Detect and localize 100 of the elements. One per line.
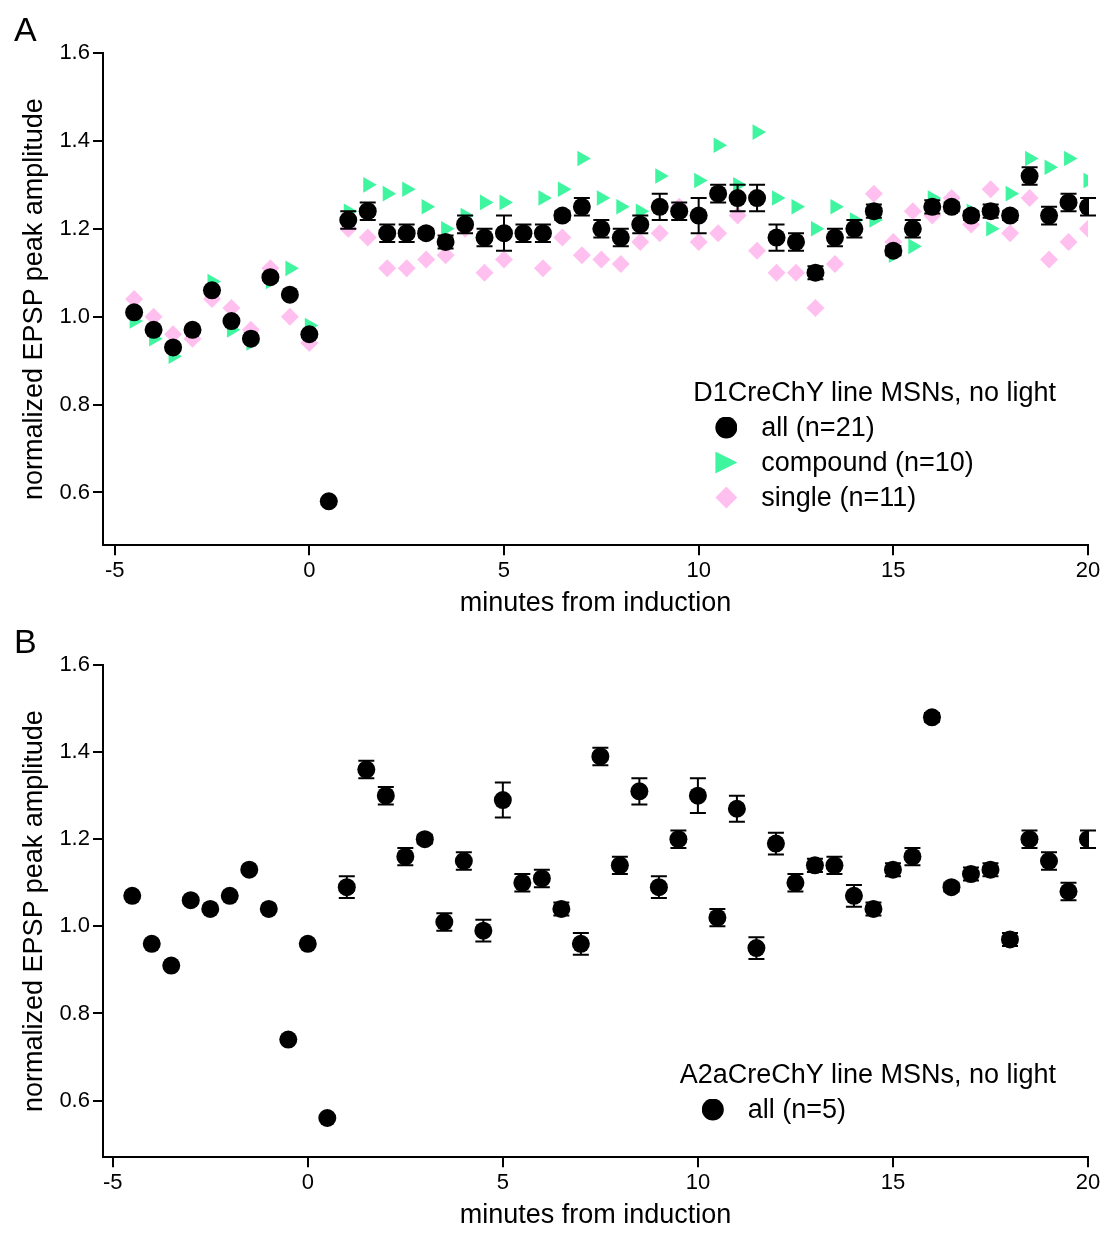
point <box>553 228 572 247</box>
point <box>806 298 825 317</box>
point <box>363 177 377 193</box>
point <box>767 263 786 282</box>
legend-title: A2aCreChY line MSNs, no light <box>679 1058 1056 1091</box>
y-tick-label: 1.6 <box>59 39 90 65</box>
point <box>499 194 513 211</box>
point <box>1001 224 1020 243</box>
point <box>825 254 844 273</box>
point <box>1064 150 1078 167</box>
point <box>748 241 767 260</box>
point <box>864 184 883 203</box>
y-axis-title: normalized EPSP peak amplitude <box>17 710 48 1112</box>
y-tick-label: 0.8 <box>59 999 90 1025</box>
point <box>378 259 397 278</box>
point <box>908 238 922 255</box>
y-tick-label: 1.2 <box>59 825 90 851</box>
point <box>791 199 805 215</box>
point <box>577 150 591 167</box>
point <box>261 268 280 287</box>
legend-label: all (n=5) <box>747 1093 847 1126</box>
point <box>421 199 436 215</box>
x-tick-label: 20 <box>1075 1169 1101 1195</box>
point <box>1005 185 1020 202</box>
point <box>1020 189 1039 208</box>
point <box>557 181 572 198</box>
point <box>164 338 183 357</box>
x-tick-label: 20 <box>1075 557 1101 583</box>
point <box>123 886 142 905</box>
x-axis-title: minutes from induction <box>459 587 732 618</box>
y-tick-label: 0.6 <box>59 478 90 504</box>
point <box>655 168 669 184</box>
point <box>495 250 513 269</box>
point <box>220 886 239 905</box>
point <box>279 1030 298 1049</box>
point <box>475 263 494 282</box>
y-axis-title: normalized EPSP peak amplitude <box>17 98 48 500</box>
y-tick-label: 1.4 <box>59 126 90 152</box>
point <box>417 250 436 269</box>
point <box>810 220 825 237</box>
point <box>986 220 1000 237</box>
point <box>616 199 630 215</box>
point <box>240 860 259 879</box>
point <box>397 259 416 278</box>
point <box>319 492 338 511</box>
point <box>538 190 552 206</box>
text: B <box>14 622 37 661</box>
point <box>181 891 200 910</box>
point <box>830 199 844 215</box>
point <box>358 228 377 247</box>
point <box>689 232 708 251</box>
point <box>280 307 299 326</box>
point <box>981 180 1000 199</box>
point <box>1025 150 1039 167</box>
y-tick-label: 0.6 <box>59 1086 90 1112</box>
legend-title: D1CreChY line MSNs, no light <box>693 376 1056 409</box>
point <box>259 899 278 918</box>
point <box>125 303 144 322</box>
point <box>533 259 552 278</box>
point <box>709 224 728 243</box>
point <box>611 254 630 273</box>
point <box>382 185 397 202</box>
point <box>201 899 220 918</box>
point <box>631 232 650 251</box>
point <box>203 281 221 300</box>
x-tick-label: 15 <box>880 1169 906 1195</box>
y-tick-label: 1.6 <box>59 651 90 677</box>
x-tick-label: 5 <box>497 557 511 583</box>
x-tick-label: 10 <box>685 1169 711 1195</box>
point <box>300 325 319 344</box>
legend-label: all (n=21) <box>761 411 875 444</box>
point <box>162 956 181 975</box>
point <box>713 137 728 154</box>
x-axis-title: minutes from induction <box>459 1199 732 1230</box>
x-tick-label: 0 <box>303 557 316 583</box>
x-tick-label: 10 <box>686 557 711 583</box>
point <box>694 172 708 189</box>
point <box>772 190 786 206</box>
text: A <box>14 10 37 49</box>
point <box>592 250 611 269</box>
point <box>144 320 163 339</box>
point <box>787 263 805 282</box>
y-tick-label: 1.0 <box>59 912 90 938</box>
point <box>572 246 591 265</box>
point <box>1040 250 1059 269</box>
x-tick-label: 15 <box>881 557 906 583</box>
point <box>142 934 161 953</box>
x-tick-label: 0 <box>301 1169 314 1195</box>
point <box>222 312 241 331</box>
point <box>318 1109 337 1127</box>
point <box>280 285 299 304</box>
legend-label: single (n=11) <box>761 481 917 514</box>
y-tick-label: 0.8 <box>59 390 90 416</box>
point <box>596 190 611 206</box>
point <box>183 320 202 339</box>
point <box>1059 232 1078 251</box>
point <box>480 194 494 211</box>
y-tick-label: 1.0 <box>59 302 90 328</box>
y-tick-label: 1.4 <box>59 738 90 764</box>
point <box>298 934 317 953</box>
